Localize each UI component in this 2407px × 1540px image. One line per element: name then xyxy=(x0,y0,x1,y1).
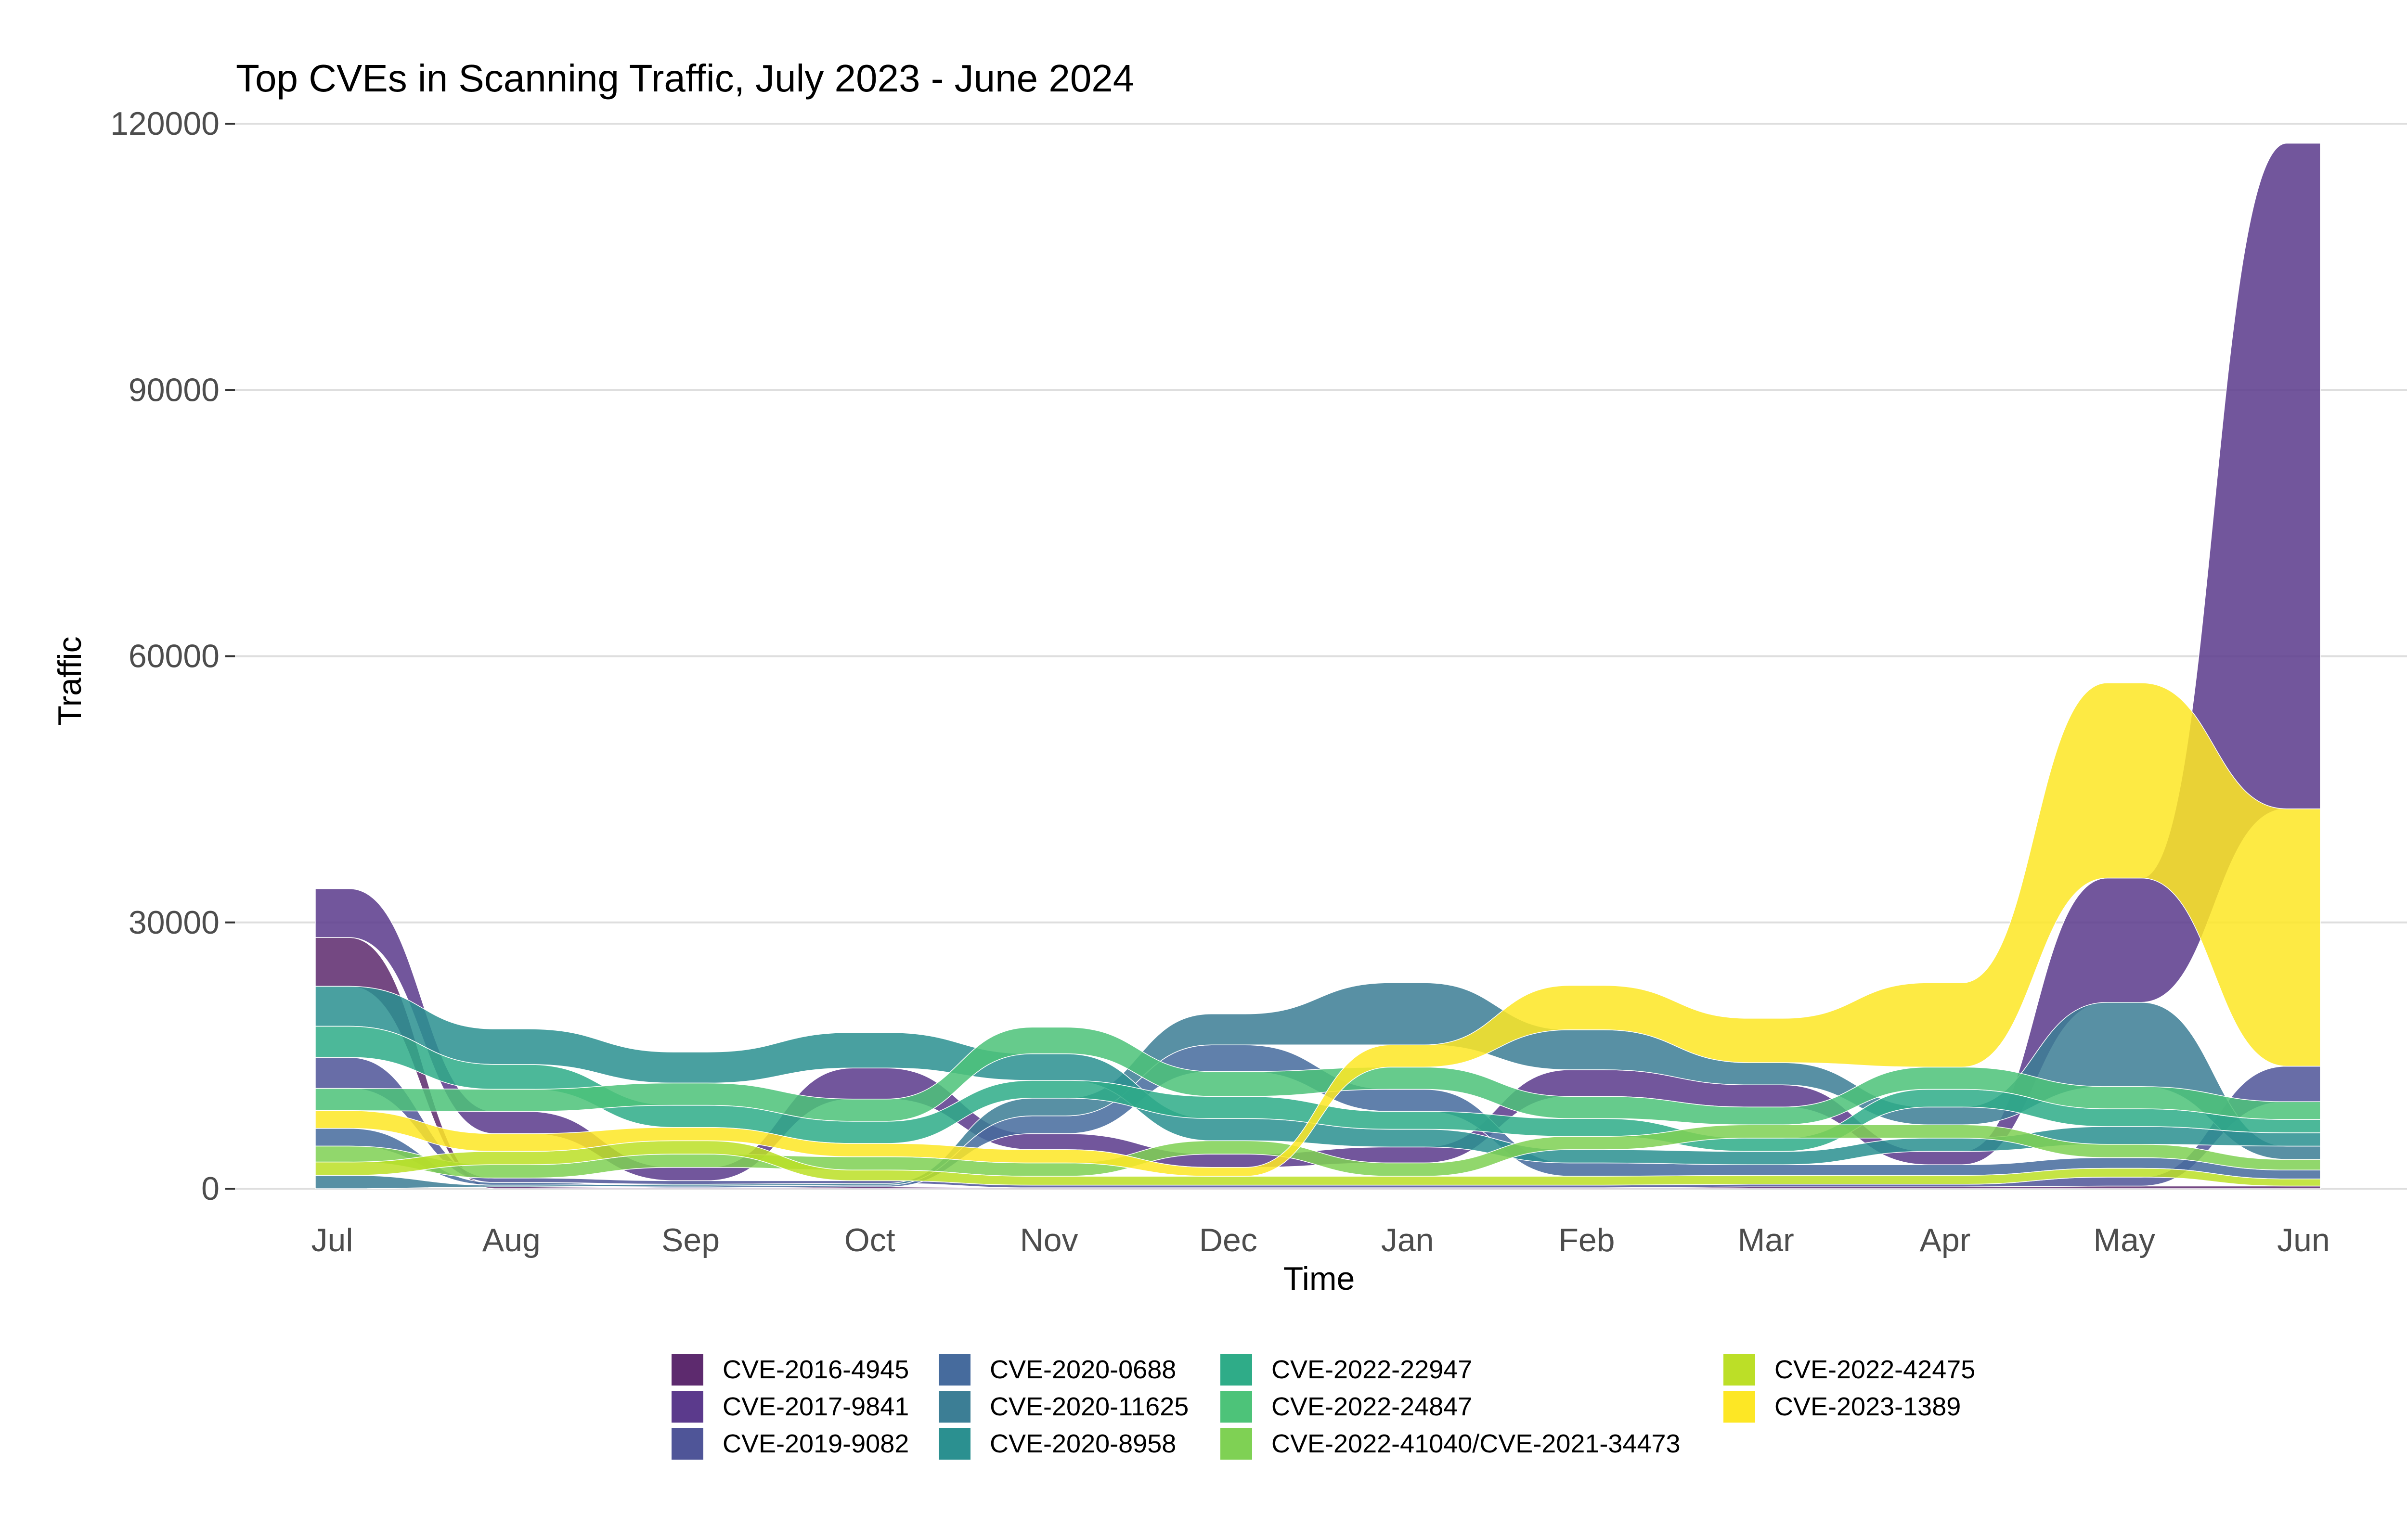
x-tick-label: Nov xyxy=(1020,1222,1078,1258)
y-tick-label: 60000 xyxy=(129,638,220,675)
legend-label: CVE-2016-4945 xyxy=(723,1355,909,1384)
x-tick-label: Aug xyxy=(482,1222,541,1258)
legend-label: CVE-2020-8958 xyxy=(990,1429,1176,1458)
legend-swatch xyxy=(939,1354,971,1386)
legend-swatch xyxy=(1220,1391,1252,1423)
legend: CVE-2016-4945 CVE-2017-9841 CVE-2019-9082 C… xyxy=(672,1354,1975,1460)
x-axis-title: Time xyxy=(1283,1260,1355,1297)
legend-label: CVE-2017-9841 xyxy=(723,1392,909,1421)
legend-swatch xyxy=(672,1354,703,1386)
chart-title: Top CVEs in Scanning Traffic, July 2023 … xyxy=(236,57,1134,100)
band-cve-2022-24847 xyxy=(315,1027,2321,1125)
y-tick-label: 90000 xyxy=(129,372,220,408)
legend-swatch xyxy=(672,1391,703,1423)
x-tick-label: Apr xyxy=(1920,1222,1971,1258)
legend-swatch xyxy=(1220,1428,1252,1460)
legend-label: CVE-2019-9082 xyxy=(723,1429,909,1458)
x-tick-label: Sep xyxy=(661,1222,720,1258)
legend-swatch xyxy=(939,1428,971,1460)
y-tick-label: 120000 xyxy=(110,105,220,142)
legend-label: CVE-2020-11625 xyxy=(990,1392,1189,1421)
legend-label: CVE-2022-41040/CVE-2021-34473 xyxy=(1271,1429,1681,1458)
legend-label: CVE-2022-42475 xyxy=(1774,1355,1975,1384)
plot-bands xyxy=(315,142,2321,1189)
x-tick-label: Jul xyxy=(311,1222,353,1258)
y-axis: 0 30000 60000 90000 120000 xyxy=(110,105,235,1207)
x-tick-label: Oct xyxy=(844,1222,895,1258)
legend-swatch xyxy=(939,1391,971,1423)
legend-label: CVE-2023-1389 xyxy=(1774,1392,1961,1421)
x-tick-label: Jun xyxy=(2277,1222,2330,1258)
legend-swatch xyxy=(1723,1354,1755,1386)
y-tick-label: 0 xyxy=(201,1170,220,1207)
band-cve-2023-1389 xyxy=(315,682,2321,1177)
x-tick-label: Jan xyxy=(1381,1222,1434,1258)
legend-swatch xyxy=(672,1428,703,1460)
legend-label: CVE-2020-0688 xyxy=(990,1355,1176,1384)
legend-swatch xyxy=(1723,1391,1755,1423)
x-tick-label: Mar xyxy=(1738,1222,1794,1258)
legend-label: CVE-2022-24847 xyxy=(1271,1392,1472,1421)
x-tick-label: May xyxy=(2093,1222,2155,1258)
y-axis-title: Traffic xyxy=(52,636,88,725)
band-cve-2022-42475 xyxy=(315,1140,2321,1187)
x-tick-label: Feb xyxy=(1558,1222,1615,1258)
x-axis: Jul Aug Sep Oct Nov Dec Jan Feb Mar Apr May Jun xyxy=(311,1222,2330,1258)
x-tick-label: Dec xyxy=(1199,1222,1257,1258)
legend-swatch xyxy=(1220,1354,1252,1386)
y-tick-label: 30000 xyxy=(129,904,220,941)
legend-label: CVE-2022-22947 xyxy=(1271,1355,1472,1384)
